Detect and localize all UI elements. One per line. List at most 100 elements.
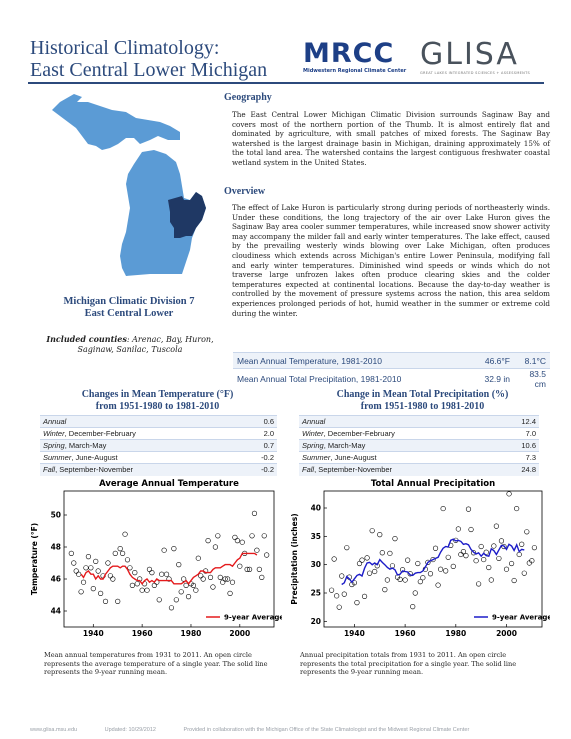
temp-data-point (229, 579, 236, 585)
precip-x-tick-label: 1960 (395, 629, 416, 638)
precip-data-point (405, 557, 411, 563)
page-title-line1: Historical Climatology: (30, 37, 220, 59)
temp-x-tick-label: 1940 (83, 629, 104, 638)
precip-data-point (417, 579, 423, 585)
temp-data-point (149, 569, 155, 576)
precip-data-point (430, 556, 436, 563)
temp-data-point (249, 533, 255, 539)
precip-data-point (440, 505, 446, 512)
division-title-line2: East Central Lower (84, 308, 174, 319)
temp-y-tick-label: 44 (51, 607, 61, 616)
temp-data-point (237, 563, 243, 569)
temp-y-axis-label: Temperature (°F) (30, 523, 39, 595)
precip-data-point (511, 577, 517, 584)
table-row: Fall, September-November 24.8 (299, 463, 539, 476)
table-row: Fall, September-November -0.2 (40, 463, 277, 476)
temp-data-point (259, 574, 265, 580)
season-name: Summer (43, 453, 72, 462)
temp-data-point (225, 576, 231, 582)
precip-data-point (329, 587, 335, 593)
annual-value-metric: 8.1°C (514, 352, 550, 369)
season-value: 7.0 (499, 427, 539, 440)
season-value: -0.2 (237, 463, 277, 476)
table-row: Winter, December-February 2.0 (40, 427, 277, 440)
temp-data-point (161, 547, 167, 553)
precip-data-point (470, 550, 477, 556)
temp-data-point (183, 582, 189, 588)
season-name: Spring (43, 441, 65, 450)
temp-data-point (159, 571, 165, 577)
temp-data-point (264, 552, 270, 558)
temp-data-point (139, 587, 145, 593)
temp-data-point (220, 579, 226, 585)
mrcc-logo-subtitle: Midwestern Regional Climate Center (303, 68, 407, 74)
precip-chart-caption: Annual precipitation totals from 1931 to… (300, 651, 517, 676)
temp-data-point (85, 553, 92, 560)
table-row: Spring, March-May 0.7 (40, 439, 277, 452)
temp-data-point (222, 576, 228, 582)
temp-data-point (212, 544, 218, 550)
temp-data-point (129, 582, 135, 588)
precip-data-point (377, 532, 383, 538)
precip-data-point (529, 558, 535, 564)
temp-data-point (71, 560, 77, 566)
temp-data-point (205, 537, 211, 544)
temp-data-point (151, 582, 157, 588)
precip-data-point (445, 554, 451, 560)
precip-change-title-line1: Change in Mean Total Precipitation (%) (336, 389, 509, 400)
precip-data-point (443, 568, 449, 574)
temp-data-point (88, 565, 94, 571)
precip-y-tick-label: 20 (311, 617, 321, 626)
precip-data-point (463, 552, 469, 559)
precip-data-point (514, 505, 520, 512)
precip-data-point (331, 556, 337, 562)
temp-data-point (181, 576, 187, 582)
precip-data-point (334, 593, 340, 599)
table-row: Mean Annual Total Precipitation, 1981-20… (233, 368, 550, 389)
temp-change-table: Annual 0.6 Winter, December-February 2.0 S… (40, 415, 277, 476)
temp-data-point (171, 545, 177, 552)
precip-data-point (478, 543, 484, 550)
season-name: Winter (302, 429, 324, 438)
temp-data-point (195, 555, 201, 561)
season-value: 0.7 (237, 439, 277, 452)
counties-list: : Arenac, Bay, Huron, Saginaw, Sanilac, … (77, 335, 214, 354)
precip-data-point (435, 582, 441, 588)
temp-data-point (246, 566, 253, 572)
season-value: 2.0 (237, 427, 277, 440)
precip-data-point (438, 566, 444, 572)
precip-data-point (503, 566, 510, 572)
footer: www.glisa.msu.edu Updated: 10/29/2012 Pr… (30, 727, 550, 733)
season-name: Spring (302, 441, 324, 450)
precip-data-point (367, 570, 373, 576)
precip-data-point (425, 559, 431, 565)
overview-text: The effect of Lake Huron is particularly… (232, 203, 550, 318)
page-title: Historical Climatology: East Central Low… (30, 37, 267, 81)
precip-data-point (397, 576, 403, 582)
precip-data-point (491, 543, 497, 549)
temp-data-point (163, 571, 170, 577)
precip-data-point (364, 555, 370, 561)
season-months: , June-August (330, 453, 377, 462)
season-months: , March-May (64, 441, 107, 450)
annual-value-imperial: 32.9 in (478, 368, 514, 389)
season-value: 10.6 (499, 439, 539, 452)
temp-data-point (254, 547, 260, 553)
precip-data-point (508, 560, 515, 567)
division-title: Michigan Climatic Division 7 East Centra… (30, 296, 228, 320)
precip-data-point (496, 555, 502, 562)
precip-legend-label: 9-year Average (492, 614, 550, 622)
precip-data-point (450, 563, 456, 569)
temp-data-point (239, 539, 245, 545)
precip-data-point (432, 545, 439, 551)
lower-peninsula-shape (120, 150, 206, 276)
precip-data-point (384, 577, 390, 583)
temp-chart-title: Average Annual Temperature (99, 479, 239, 489)
temperature-chart: Average Annual Temperature 1940 1960 1980 20… (30, 479, 282, 638)
temp-data-point (112, 550, 118, 556)
temp-data-point (98, 590, 104, 596)
temp-y-tick-label: 46 (51, 575, 61, 584)
precip-data-point (379, 550, 385, 556)
precip-data-point (387, 550, 393, 556)
precip-running-mean-line (341, 538, 525, 586)
